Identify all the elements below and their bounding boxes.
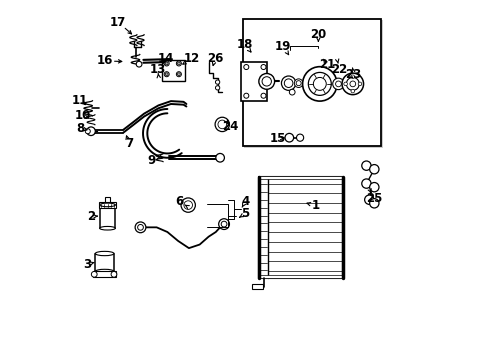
Circle shape	[285, 134, 293, 142]
Text: 10: 10	[74, 109, 90, 122]
Circle shape	[369, 183, 378, 192]
Bar	[242, 19, 380, 146]
Text: 11: 11	[72, 94, 88, 107]
Bar	[244, 21, 382, 148]
Circle shape	[135, 222, 145, 233]
Text: 7: 7	[125, 137, 133, 150]
Circle shape	[361, 179, 370, 188]
Circle shape	[164, 72, 169, 77]
Circle shape	[350, 75, 354, 78]
Bar	[105, 197, 109, 202]
Text: 1: 1	[311, 199, 320, 212]
Circle shape	[165, 62, 168, 65]
Circle shape	[361, 161, 370, 170]
Circle shape	[215, 117, 229, 132]
Circle shape	[294, 79, 303, 87]
Text: 9: 9	[147, 154, 155, 167]
Circle shape	[215, 80, 219, 84]
Text: 26: 26	[206, 51, 223, 64]
Circle shape	[164, 61, 169, 66]
Circle shape	[313, 77, 325, 90]
Text: 20: 20	[309, 28, 326, 41]
Ellipse shape	[100, 226, 115, 230]
Text: 19: 19	[274, 40, 291, 53]
Circle shape	[85, 129, 90, 134]
Text: 22: 22	[331, 63, 347, 76]
Circle shape	[357, 82, 361, 86]
Bar	[258, 177, 267, 278]
Circle shape	[343, 82, 346, 86]
Text: 15: 15	[269, 132, 286, 145]
Circle shape	[244, 64, 248, 69]
Bar	[258, 177, 343, 278]
Text: 25: 25	[366, 192, 382, 205]
Circle shape	[262, 77, 271, 86]
Text: 13: 13	[149, 63, 165, 76]
Text: 5: 5	[241, 207, 249, 220]
Circle shape	[215, 86, 219, 90]
Circle shape	[350, 89, 354, 93]
Circle shape	[281, 76, 295, 90]
Circle shape	[181, 198, 195, 212]
Bar	[258, 176, 343, 179]
Circle shape	[364, 195, 373, 204]
Text: 16: 16	[97, 54, 113, 67]
Bar	[162, 60, 185, 81]
Circle shape	[302, 67, 336, 101]
Circle shape	[183, 201, 192, 210]
Bar	[93, 271, 116, 277]
Circle shape	[284, 79, 292, 87]
Circle shape	[218, 219, 229, 229]
Circle shape	[335, 81, 341, 87]
Bar	[95, 253, 114, 271]
Circle shape	[289, 89, 294, 95]
Text: 6: 6	[175, 195, 183, 208]
Circle shape	[218, 120, 226, 129]
Circle shape	[346, 77, 359, 90]
Circle shape	[176, 61, 181, 66]
Text: 18: 18	[236, 38, 252, 51]
Text: 14: 14	[158, 51, 174, 64]
Text: 8: 8	[76, 122, 84, 135]
Circle shape	[369, 165, 378, 174]
Circle shape	[136, 61, 142, 67]
Text: 12: 12	[183, 52, 199, 65]
Circle shape	[349, 81, 355, 87]
Circle shape	[137, 225, 143, 230]
Text: 17: 17	[110, 16, 126, 29]
Bar	[100, 205, 115, 228]
Circle shape	[111, 271, 117, 277]
Bar	[258, 275, 343, 278]
Ellipse shape	[95, 251, 114, 256]
Circle shape	[332, 78, 344, 90]
Text: 2: 2	[87, 210, 95, 223]
Circle shape	[176, 72, 181, 77]
Circle shape	[91, 271, 97, 277]
Circle shape	[177, 62, 180, 65]
Circle shape	[258, 73, 274, 89]
Circle shape	[221, 221, 226, 227]
Ellipse shape	[100, 203, 115, 207]
Bar	[241, 62, 266, 101]
Circle shape	[215, 153, 224, 162]
Circle shape	[165, 73, 168, 76]
Circle shape	[261, 93, 265, 98]
Text: 23: 23	[345, 68, 361, 81]
Circle shape	[177, 73, 180, 76]
Circle shape	[244, 93, 248, 98]
Circle shape	[308, 72, 330, 95]
Circle shape	[296, 81, 301, 86]
Circle shape	[261, 64, 265, 69]
Text: 24: 24	[222, 121, 238, 134]
Circle shape	[369, 199, 378, 208]
Circle shape	[296, 134, 303, 141]
Ellipse shape	[95, 269, 114, 274]
Bar	[99, 202, 116, 208]
Circle shape	[341, 73, 363, 95]
Text: 21: 21	[318, 58, 334, 71]
Circle shape	[86, 127, 95, 135]
Text: 3: 3	[83, 258, 91, 271]
Bar	[252, 284, 263, 289]
Text: 4: 4	[241, 195, 249, 208]
